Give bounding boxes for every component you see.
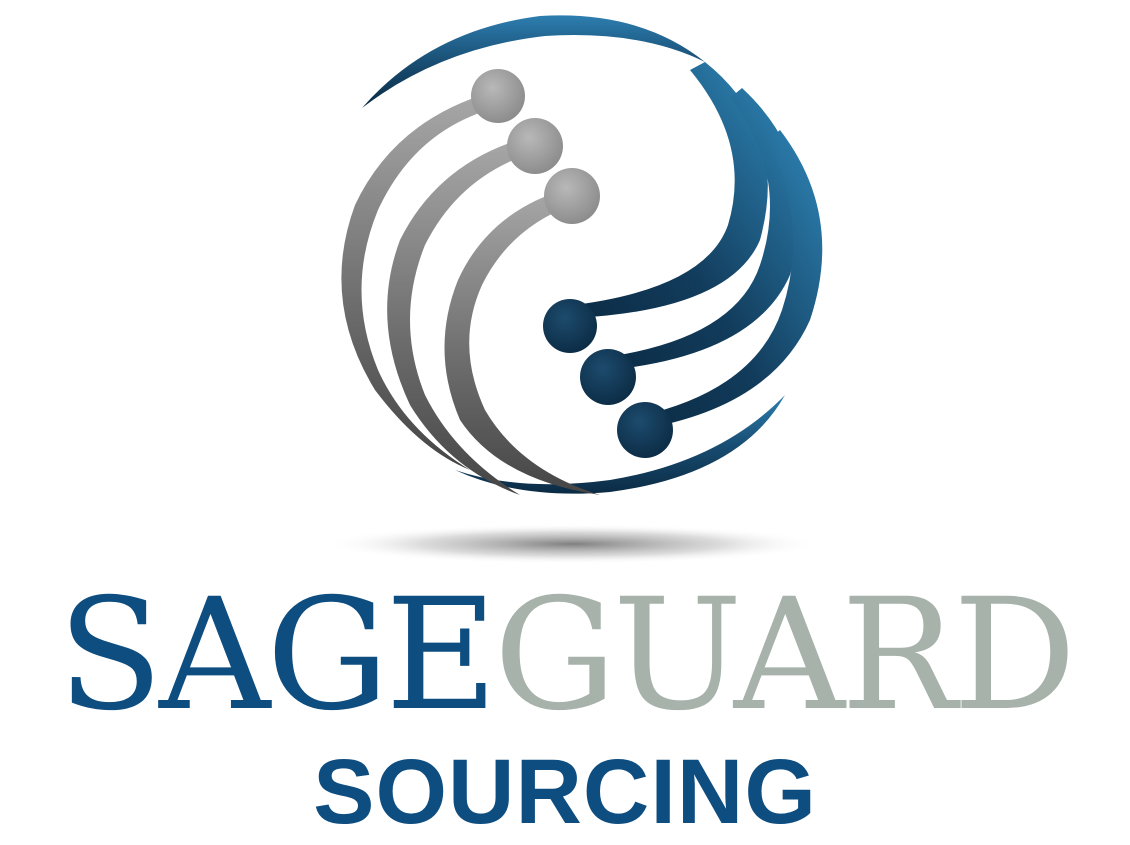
wordmark-secondary: GUARD [493,566,1077,745]
brand-wordmark: SAGEGUARD [0,579,1130,733]
circuit-globe-icon [322,15,823,564]
brand-tagline: SOURCING [313,741,817,843]
wordmark-primary: SAGE [57,566,498,745]
